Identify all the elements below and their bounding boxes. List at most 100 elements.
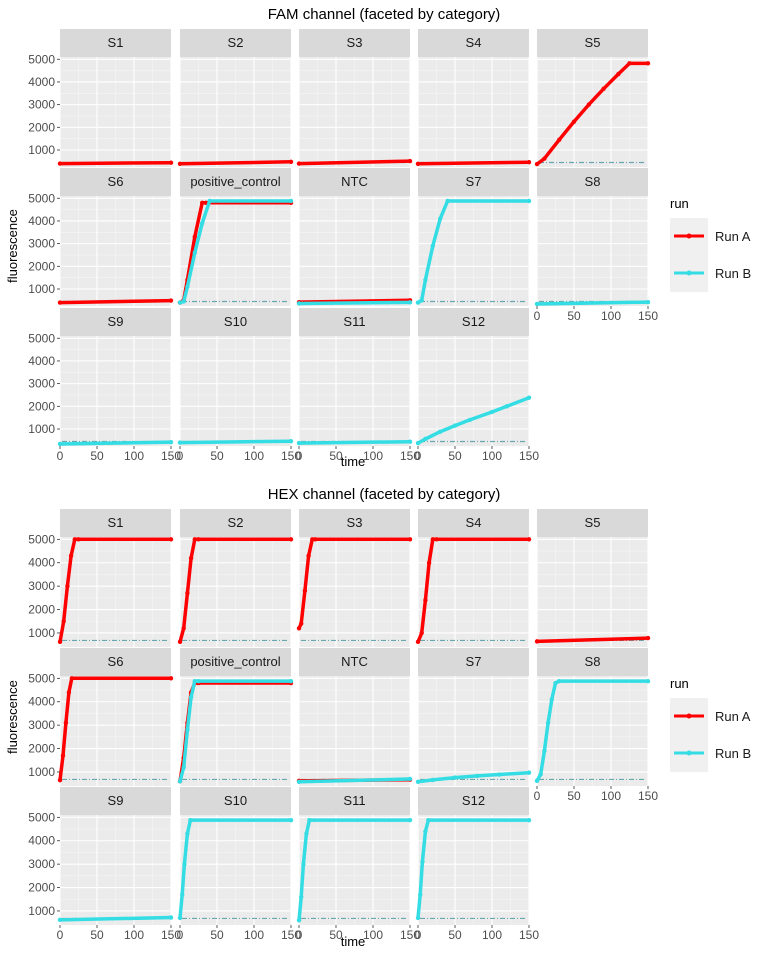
series-line-run-b <box>297 439 412 445</box>
facet-strip <box>180 29 291 57</box>
data-point <box>430 777 435 783</box>
x-tick-label: 150 <box>638 309 658 323</box>
series-line-run-b <box>416 818 531 920</box>
data-point <box>534 301 540 307</box>
facet-strip <box>418 648 529 676</box>
data-point <box>288 537 294 542</box>
data-point <box>192 678 197 684</box>
data-point <box>304 831 309 836</box>
x-tick-label: 150 <box>638 789 658 803</box>
facet-strip <box>418 308 529 336</box>
data-point <box>557 678 562 684</box>
data-point <box>438 429 443 434</box>
x-tick-label: 100 <box>482 928 502 942</box>
data-point <box>645 635 651 641</box>
data-point <box>288 439 294 444</box>
facet-label: S9 <box>108 793 124 808</box>
legend-swatch-point <box>686 750 692 756</box>
x-tick-label: 50 <box>448 928 462 942</box>
data-point <box>177 915 183 921</box>
series-line-run-b <box>297 777 412 784</box>
facet-label: S4 <box>466 515 482 530</box>
data-point <box>438 216 443 221</box>
data-point <box>434 537 439 542</box>
facet-strip <box>60 308 171 336</box>
facet-strip <box>418 509 529 537</box>
data-point <box>196 537 201 542</box>
x-tick-label: 150 <box>519 928 539 942</box>
y-tick-label: 4000 <box>28 695 55 709</box>
x-axis-label: time <box>341 934 366 949</box>
x-tick-label: 100 <box>124 928 144 942</box>
x-tick-label: 50 <box>567 789 581 803</box>
data-point <box>57 777 63 783</box>
data-point <box>177 161 183 167</box>
y-tick-label: 5000 <box>28 52 55 66</box>
data-point <box>57 300 63 305</box>
facet-label: S3 <box>347 515 363 530</box>
data-point <box>415 300 421 305</box>
data-point <box>168 298 174 303</box>
data-point <box>181 299 186 304</box>
facet-strip <box>60 787 171 815</box>
data-point <box>200 200 205 206</box>
facet-strip <box>537 648 648 676</box>
x-tick-label: 100 <box>244 449 264 463</box>
y-axis-label: fluorescence <box>5 680 20 754</box>
data-point <box>301 861 306 867</box>
facet-label: S1 <box>108 35 124 50</box>
facet-strip <box>180 787 291 815</box>
data-point <box>504 404 509 409</box>
data-point <box>423 436 428 442</box>
data-point <box>288 198 294 204</box>
x-tick-label: 0 <box>534 309 541 323</box>
data-point <box>299 621 304 626</box>
y-tick-label: 1000 <box>28 626 55 640</box>
data-point <box>452 775 458 780</box>
y-tick-label: 2000 <box>28 399 55 413</box>
legend-swatch-point <box>686 713 692 719</box>
data-point <box>407 537 413 542</box>
x-tick-label: 0 <box>57 928 64 942</box>
data-point <box>419 298 424 303</box>
x-tick-label: 150 <box>281 449 301 463</box>
facet-strip <box>180 648 291 676</box>
facet-strip <box>537 509 648 537</box>
data-point <box>586 102 591 107</box>
data-point <box>423 829 428 834</box>
y-tick-label: 4000 <box>28 214 55 228</box>
y-tick-label: 3000 <box>28 718 55 732</box>
legend-title: run <box>670 676 689 691</box>
y-tick-label: 1000 <box>28 282 55 296</box>
data-point <box>430 537 435 542</box>
data-point <box>196 678 201 684</box>
legend-label: Run B <box>715 746 751 761</box>
x-tick-label: 50 <box>567 309 581 323</box>
y-tick-label: 5000 <box>28 331 55 345</box>
facet-strip <box>180 168 291 196</box>
facet-label: S7 <box>466 654 482 669</box>
facet-strip <box>418 787 529 815</box>
x-tick-label: 100 <box>601 789 621 803</box>
data-point <box>423 277 428 283</box>
data-point <box>452 423 458 428</box>
y-axis-label: fluorescence <box>5 209 20 283</box>
data-point <box>65 583 70 589</box>
series-line-run-a <box>58 676 173 782</box>
facet-label: S3 <box>347 35 363 50</box>
data-point <box>601 86 606 91</box>
series-line-run-a <box>178 160 293 166</box>
series-line-run-a <box>416 160 531 166</box>
series-line-run-a <box>58 298 173 305</box>
facet-strip <box>299 168 410 196</box>
x-tick-label: 150 <box>281 928 301 942</box>
facet-label: S11 <box>343 314 365 329</box>
data-point <box>313 537 318 542</box>
data-point <box>288 678 294 684</box>
data-point <box>526 817 532 823</box>
x-tick-label: 50 <box>329 928 343 942</box>
data-point <box>63 720 69 726</box>
facet-label: S5 <box>585 35 601 50</box>
data-point <box>185 727 190 733</box>
data-point <box>296 626 302 631</box>
